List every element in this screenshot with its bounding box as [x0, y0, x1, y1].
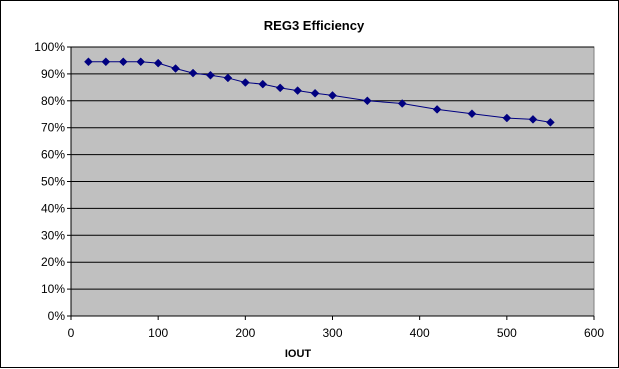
y-tick-label: 90%	[41, 67, 65, 81]
data-point	[432, 105, 442, 114]
series	[84, 57, 555, 127]
data-point	[223, 73, 233, 83]
axes: 0% 10% 20% 30% 40% 50% 60% 70% 80% 90% 100% 0 100 200…	[34, 40, 604, 340]
data-point	[153, 58, 163, 68]
y-tick-label: 100%	[34, 40, 65, 54]
y-tick-label: 40%	[41, 201, 65, 215]
data-point	[310, 88, 320, 98]
x-tick-label: 0	[68, 326, 75, 340]
data-point	[293, 86, 302, 95]
data-point	[258, 79, 268, 89]
x-tick-label: 400	[410, 326, 430, 340]
data-point	[546, 117, 555, 127]
x-tick-label: 200	[235, 326, 255, 340]
x-tick-label: 500	[497, 326, 517, 340]
y-tick-label: 0%	[48, 309, 66, 323]
data-point	[188, 68, 198, 78]
x-tick-label: 100	[148, 326, 168, 340]
data-point	[467, 109, 477, 119]
x-tick-label: 600	[584, 326, 604, 340]
chart-title: REG3 Efficiency	[264, 18, 365, 33]
data-point	[275, 83, 285, 93]
data-point	[502, 113, 512, 123]
data-point	[328, 91, 337, 100]
data-point	[171, 64, 180, 73]
y-tick-label: 10%	[41, 282, 65, 296]
x-axis-label: IOUT	[285, 348, 312, 360]
data-point	[363, 96, 372, 106]
data-point	[528, 115, 538, 124]
data-point	[206, 70, 215, 80]
y-tick-label: 60%	[41, 148, 65, 162]
data-point	[118, 57, 128, 67]
series-line	[88, 61, 551, 123]
y-tick-label: 70%	[41, 121, 65, 135]
data-point	[136, 57, 146, 67]
data-point	[240, 78, 250, 87]
y-tick-label: 80%	[41, 94, 65, 108]
x-tick-label: 300	[322, 326, 342, 340]
data-point	[101, 57, 111, 67]
y-tick-label: 20%	[41, 255, 65, 269]
y-tick-label: 30%	[41, 228, 65, 242]
data-point	[84, 57, 93, 67]
data-point	[397, 99, 407, 108]
y-tick-label: 50%	[41, 175, 65, 189]
